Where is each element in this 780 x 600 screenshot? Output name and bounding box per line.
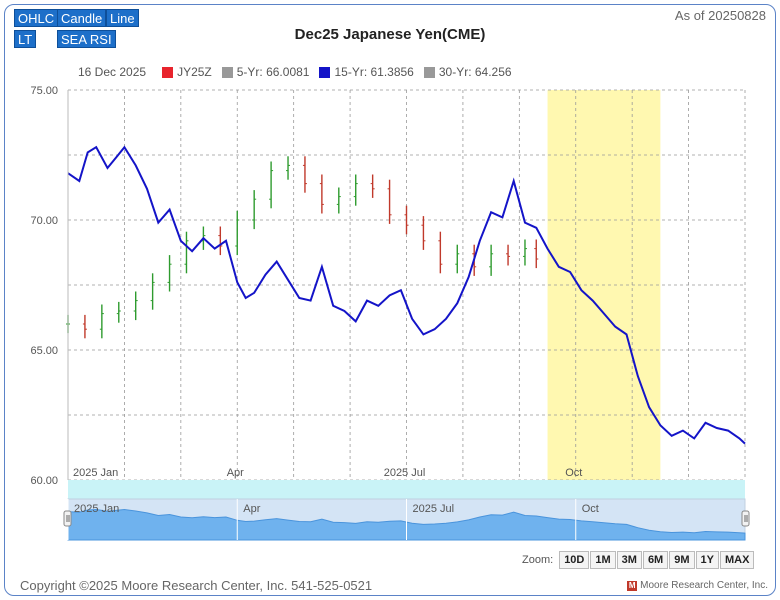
zoom-9m-button[interactable]: 9M xyxy=(669,551,695,569)
x-tick-label: 2025 Jan xyxy=(73,467,118,479)
zoom-3m-button[interactable]: 3M xyxy=(616,551,642,569)
legend-label: JY25Z xyxy=(177,65,212,79)
navigator-tick-label: 2025 Jan xyxy=(74,503,119,515)
x-tick-label: Oct xyxy=(565,467,582,479)
y-tick-label: 65.00 xyxy=(30,345,58,357)
legend-label: 5-Yr: 66.0081 xyxy=(236,65,310,79)
legend-item-5yr[interactable]: 5-Yr: 66.0081 xyxy=(221,65,310,79)
price-chart[interactable]: 75.00 70.00 65.00 60.00 2025 Jan Apr 2025 Jul… xyxy=(0,0,780,545)
navigator-tick-label: Apr xyxy=(243,503,260,515)
chart-title: Dec25 Japanese Yen(CME) xyxy=(294,26,486,43)
lt-button[interactable]: LT xyxy=(14,30,37,48)
legend-item-15yr[interactable]: 15-Yr: 61.3856 xyxy=(319,65,414,79)
series-line-15yr xyxy=(67,145,746,445)
x-tick-label: 2025 Jul xyxy=(384,467,426,479)
y-tick-label: 70.00 xyxy=(30,215,58,227)
legend-swatch xyxy=(423,66,435,78)
legend-swatch xyxy=(162,66,174,78)
brand-logo-icon: M xyxy=(627,580,638,591)
zoom-label: Zoom: xyxy=(522,554,554,566)
ohlc-button[interactable]: OHLC xyxy=(14,9,59,27)
zoom-1m-button[interactable]: 1M xyxy=(590,551,616,569)
navigator-tick-label: Oct xyxy=(582,503,599,515)
zoom-controls: Zoom: 10D 1M 3M 6M 9M 1Y MAX xyxy=(522,551,755,569)
line-button[interactable]: Line xyxy=(106,9,139,27)
zoom-10d-button[interactable]: 10D xyxy=(559,551,590,569)
legend-swatch xyxy=(221,66,233,78)
x-tick-label: Apr xyxy=(227,467,244,479)
brand: M Moore Research Center, Inc. xyxy=(627,580,768,591)
zoom-6m-button[interactable]: 6M xyxy=(642,551,669,569)
navigator-tick-label: 2025 Jul xyxy=(413,503,455,515)
sea-rsi-button[interactable]: SEA RSI xyxy=(57,30,116,48)
y-tick-label: 60.00 xyxy=(30,475,58,487)
legend-label: 15-Yr: 61.3856 xyxy=(334,65,414,79)
zoom-max-button[interactable]: MAX xyxy=(719,551,755,569)
candle-button[interactable]: Candle xyxy=(57,9,107,27)
legend-item-30yr[interactable]: 30-Yr: 64.256 xyxy=(423,65,512,79)
legend-date: 16 Dec 2025 xyxy=(78,65,147,79)
brand-name: Moore Research Center, Inc. xyxy=(640,580,768,591)
legend-label: 30-Yr: 64.256 xyxy=(438,65,512,79)
zoom-1y-button[interactable]: 1Y xyxy=(695,551,719,569)
legend: 16 Dec 2025 JY25Z 5-Yr: 66.0081 15-Yr: 6… xyxy=(78,65,522,79)
navigator-top-band xyxy=(68,480,745,499)
y-tick-label: 75.00 xyxy=(30,85,58,97)
as-of-date: As of 20250828 xyxy=(674,8,766,23)
legend-item-jy25z[interactable]: JY25Z xyxy=(162,65,212,79)
copyright: Copyright ©2025 Moore Research Center, I… xyxy=(20,578,373,593)
legend-swatch xyxy=(319,66,331,78)
